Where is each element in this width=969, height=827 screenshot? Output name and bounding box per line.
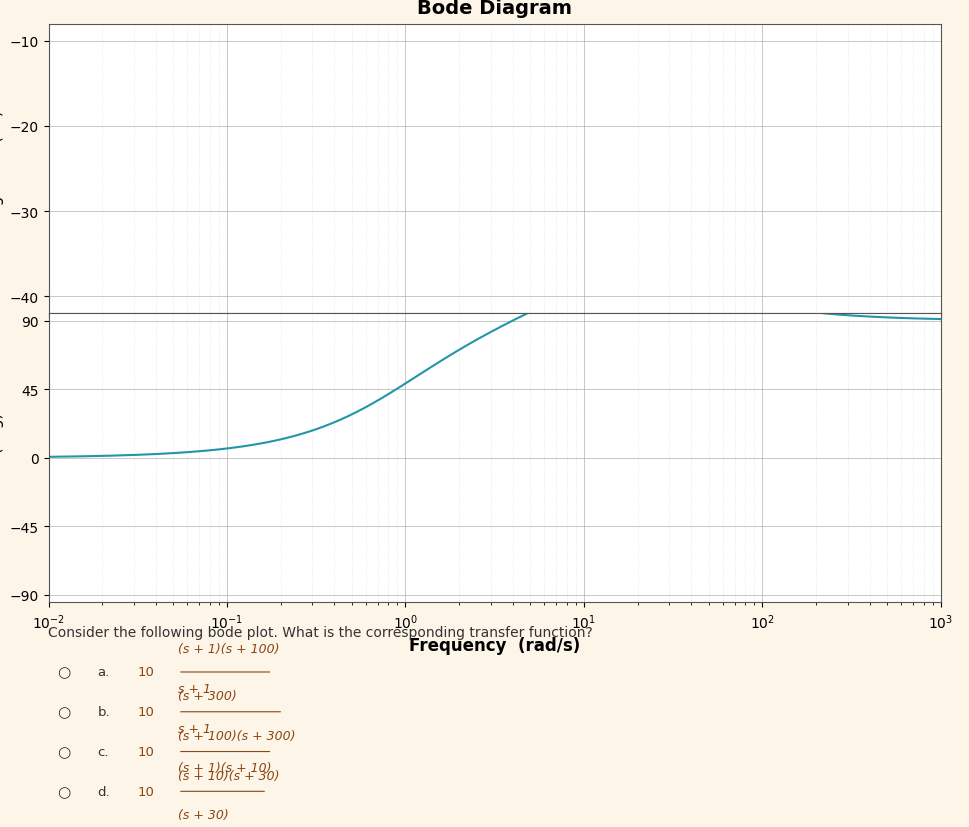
Text: (s + 300): (s + 300) <box>177 689 236 702</box>
Title: Bode Diagram: Bode Diagram <box>417 0 572 17</box>
Text: (s + 30): (s + 30) <box>177 808 229 821</box>
Text: c.: c. <box>98 745 109 758</box>
Text: 10: 10 <box>138 666 154 679</box>
Text: ○: ○ <box>57 744 71 759</box>
Text: 10: 10 <box>138 785 154 798</box>
Text: ○: ○ <box>57 665 71 680</box>
Text: (s + 1)(s + 100): (s + 1)(s + 100) <box>177 643 279 655</box>
Text: b.: b. <box>98 705 110 719</box>
Y-axis label: Magnitude (dB): Magnitude (dB) <box>0 111 4 228</box>
Text: 10: 10 <box>138 705 154 719</box>
Text: ○: ○ <box>57 784 71 799</box>
Text: (s + 10)(s + 30): (s + 10)(s + 30) <box>177 768 279 782</box>
Text: s + 1: s + 1 <box>177 682 210 695</box>
Text: Consider the following bode plot. What is the corresponding transfer function?: Consider the following bode plot. What i… <box>48 625 593 639</box>
Text: a.: a. <box>98 666 109 679</box>
Text: (s + 1)(s + 10): (s + 1)(s + 10) <box>177 762 271 774</box>
Text: s + 1: s + 1 <box>177 722 210 734</box>
Text: (s + 100)(s + 300): (s + 100)(s + 300) <box>177 729 296 742</box>
Text: 10: 10 <box>138 745 154 758</box>
Text: ○: ○ <box>57 705 71 719</box>
Y-axis label: Phase (deg): Phase (deg) <box>0 413 4 504</box>
X-axis label: Frequency  (rad/s): Frequency (rad/s) <box>409 637 579 654</box>
Text: d.: d. <box>98 785 110 798</box>
